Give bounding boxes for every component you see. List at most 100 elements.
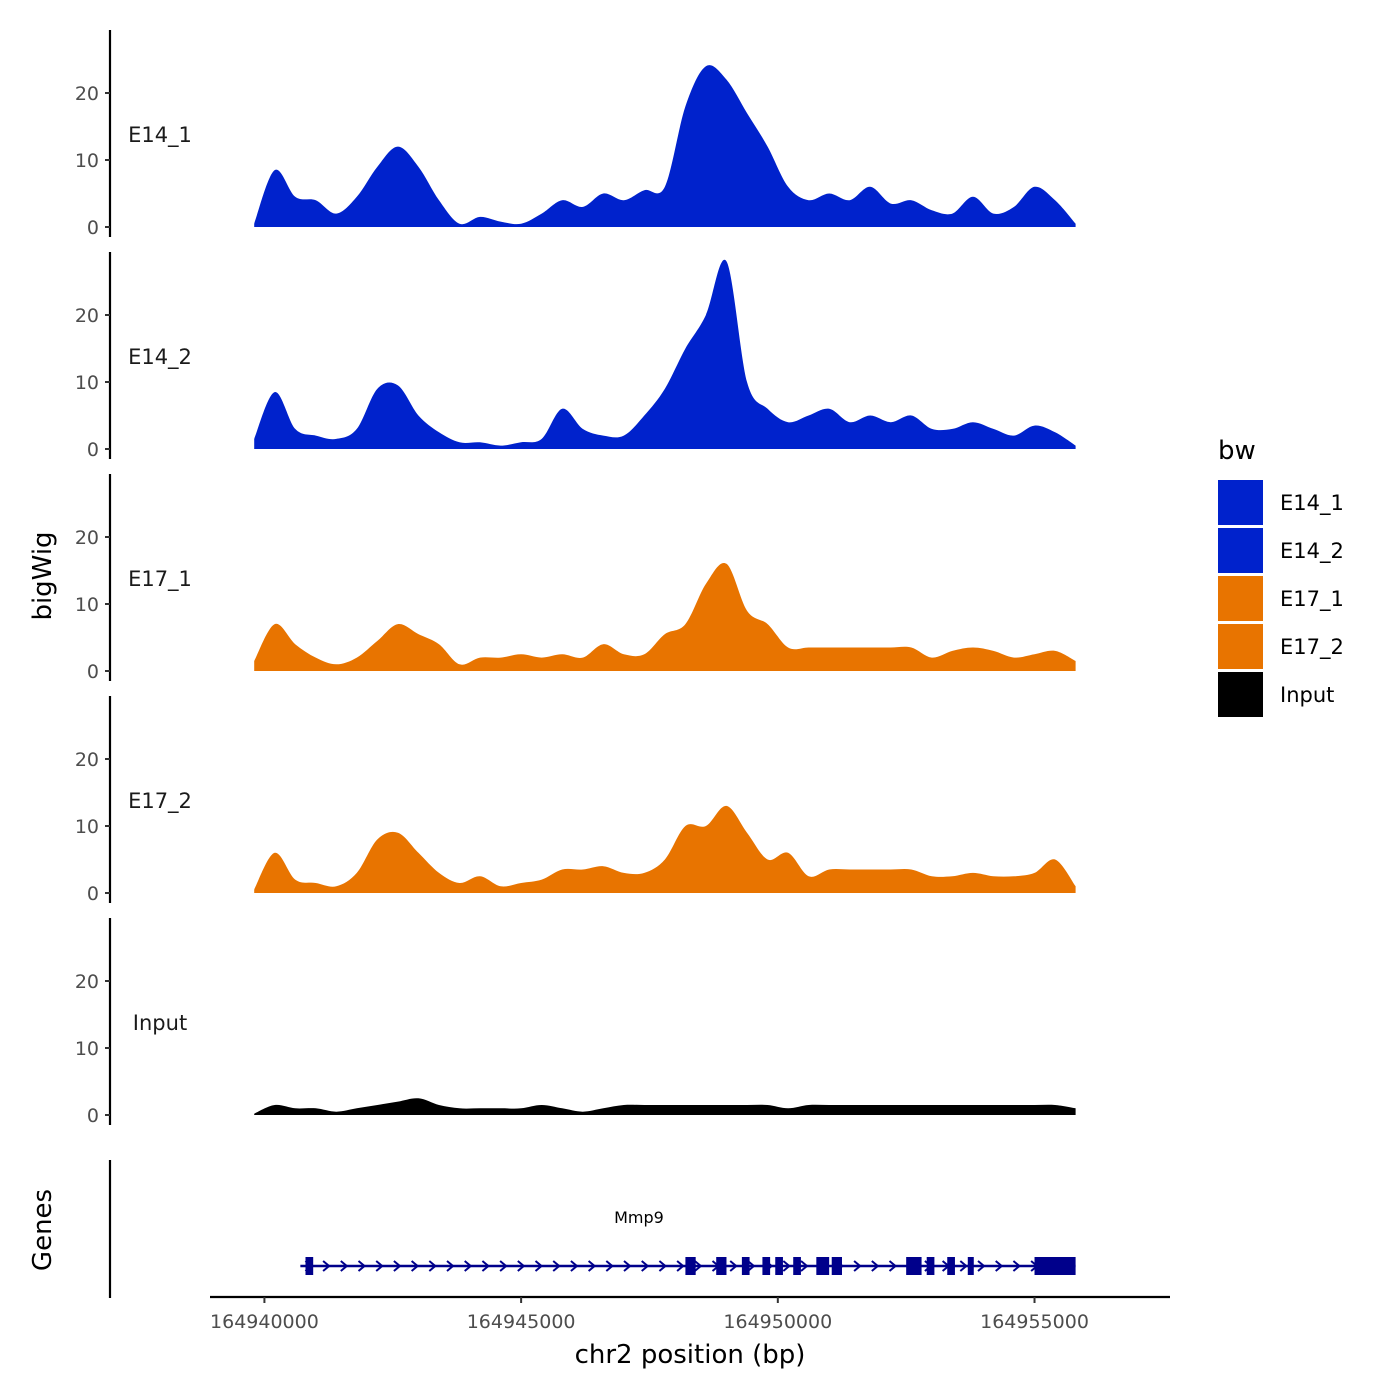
legend-swatch bbox=[1218, 624, 1263, 669]
gene-mmp9: Mmp9 bbox=[300, 1208, 1076, 1275]
area-e17-1 bbox=[254, 562, 1076, 671]
strand-arrow bbox=[410, 1260, 420, 1272]
exon bbox=[716, 1257, 727, 1275]
x-axis: 164940000 164945000 164950000 164955000 bbox=[210, 1295, 1170, 1333]
strand-arrow bbox=[517, 1260, 526, 1272]
strand-arrow bbox=[782, 1260, 791, 1272]
legend-swatch bbox=[1218, 528, 1263, 573]
exon bbox=[741, 1257, 750, 1275]
y-tick-label: 0 bbox=[87, 439, 99, 461]
y-tick-label: 10 bbox=[75, 1038, 99, 1060]
exon bbox=[947, 1257, 955, 1275]
x-axis-title: chr2 position (bp) bbox=[575, 1340, 806, 1370]
legend-swatch bbox=[1218, 576, 1263, 621]
area-input bbox=[254, 1098, 1076, 1115]
area-e14-2 bbox=[254, 259, 1076, 449]
coverage-tracks: 0 10 20 E14_1 0 10 20 E14_2 0 10 20 E17_1 0 10 20 E17_2… bbox=[75, 30, 1076, 1127]
strand-arrow bbox=[393, 1260, 402, 1272]
legend-label: E17_2 bbox=[1280, 635, 1344, 660]
exon bbox=[1034, 1257, 1076, 1275]
strand-arrow bbox=[340, 1260, 349, 1272]
strand-arrow bbox=[623, 1260, 632, 1272]
y-tick-label: 10 bbox=[75, 816, 99, 838]
strand-arrow bbox=[375, 1260, 384, 1272]
strand-arrow bbox=[552, 1260, 561, 1272]
area-e17-2 bbox=[254, 805, 1076, 893]
strand-arrow bbox=[641, 1260, 650, 1272]
legend-label: E14_1 bbox=[1280, 491, 1344, 516]
x-tick-label: 164955000 bbox=[980, 1311, 1089, 1333]
exon bbox=[967, 1257, 974, 1275]
strand-arrow bbox=[464, 1260, 473, 1272]
legend: bw E14_1 E14_2 E17_1 E17_2 Input bbox=[1218, 436, 1344, 717]
exon bbox=[906, 1257, 922, 1275]
track-e17-1: 0 10 20 E17_1 bbox=[75, 474, 1076, 683]
exon bbox=[305, 1257, 314, 1275]
gene-label: Mmp9 bbox=[614, 1208, 664, 1227]
strand-arrow bbox=[959, 1260, 968, 1272]
y-tick-label: 20 bbox=[75, 83, 99, 105]
strand-arrow bbox=[676, 1260, 685, 1272]
x-tick-label: 164950000 bbox=[723, 1311, 832, 1333]
legend-label: Input bbox=[1280, 683, 1334, 707]
area-e14-1 bbox=[254, 65, 1076, 227]
strand-arrow bbox=[658, 1260, 667, 1272]
y-axis-title: bigWig bbox=[28, 531, 58, 620]
strand-arrow bbox=[729, 1260, 738, 1272]
strand-arrow bbox=[534, 1260, 544, 1272]
exon bbox=[685, 1257, 696, 1275]
exon bbox=[831, 1257, 842, 1275]
track-label: Input bbox=[133, 1011, 187, 1035]
legend-title: bw bbox=[1218, 436, 1256, 466]
legend-swatch bbox=[1218, 480, 1263, 525]
y-tick-label: 20 bbox=[75, 749, 99, 771]
strand-arrow bbox=[499, 1260, 508, 1272]
strand-arrow bbox=[605, 1260, 614, 1272]
exon bbox=[793, 1257, 801, 1275]
y-tick-label: 20 bbox=[75, 527, 99, 549]
track-input: 0 10 20 Input bbox=[75, 918, 1076, 1127]
track-e14-1: 0 10 20 E14_1 bbox=[75, 30, 1076, 239]
strand-arrow bbox=[800, 1260, 809, 1272]
strand-arrow bbox=[747, 1260, 756, 1272]
strand-arrow bbox=[853, 1260, 862, 1272]
legend-swatch bbox=[1218, 672, 1263, 717]
legend-label: E17_1 bbox=[1280, 587, 1344, 612]
genes-panel: Mmp9 bbox=[108, 1160, 1076, 1298]
y-tick-label: 0 bbox=[87, 217, 99, 239]
strand-arrow bbox=[446, 1260, 455, 1272]
track-label: E17_1 bbox=[128, 567, 192, 592]
y-tick-label: 0 bbox=[87, 1105, 99, 1127]
strand-arrow bbox=[481, 1260, 490, 1272]
legend-label: E14_2 bbox=[1280, 539, 1344, 564]
y-tick-label: 20 bbox=[75, 971, 99, 993]
genes-axis-title: Genes bbox=[28, 1189, 58, 1271]
y-tick-label: 0 bbox=[87, 661, 99, 683]
x-tick-label: 164940000 bbox=[210, 1311, 319, 1333]
x-tick-label: 164945000 bbox=[467, 1311, 576, 1333]
y-tick-label: 10 bbox=[75, 372, 99, 394]
y-tick-label: 10 bbox=[75, 150, 99, 172]
track-e17-2: 0 10 20 E17_2 bbox=[75, 696, 1076, 905]
strand-arrow bbox=[587, 1260, 597, 1272]
strand-arrow bbox=[357, 1260, 367, 1272]
strand-arrow bbox=[871, 1260, 880, 1272]
strand-arrow bbox=[322, 1260, 331, 1272]
y-tick-label: 20 bbox=[75, 305, 99, 327]
strand-arrow bbox=[977, 1260, 986, 1272]
y-tick-label: 0 bbox=[87, 883, 99, 905]
strand-arrow bbox=[995, 1260, 1004, 1272]
track-label: E14_1 bbox=[128, 123, 192, 148]
exon bbox=[762, 1257, 771, 1275]
y-tick-label: 10 bbox=[75, 594, 99, 616]
strand-arrow bbox=[694, 1260, 703, 1272]
strand-arrow bbox=[888, 1260, 898, 1272]
strand-arrow bbox=[428, 1260, 437, 1272]
exon bbox=[775, 1257, 783, 1275]
strand-arrow bbox=[570, 1260, 579, 1272]
exon bbox=[816, 1257, 830, 1275]
track-label: E17_2 bbox=[128, 789, 192, 814]
exon bbox=[926, 1257, 935, 1275]
track-label: E14_2 bbox=[128, 345, 192, 370]
